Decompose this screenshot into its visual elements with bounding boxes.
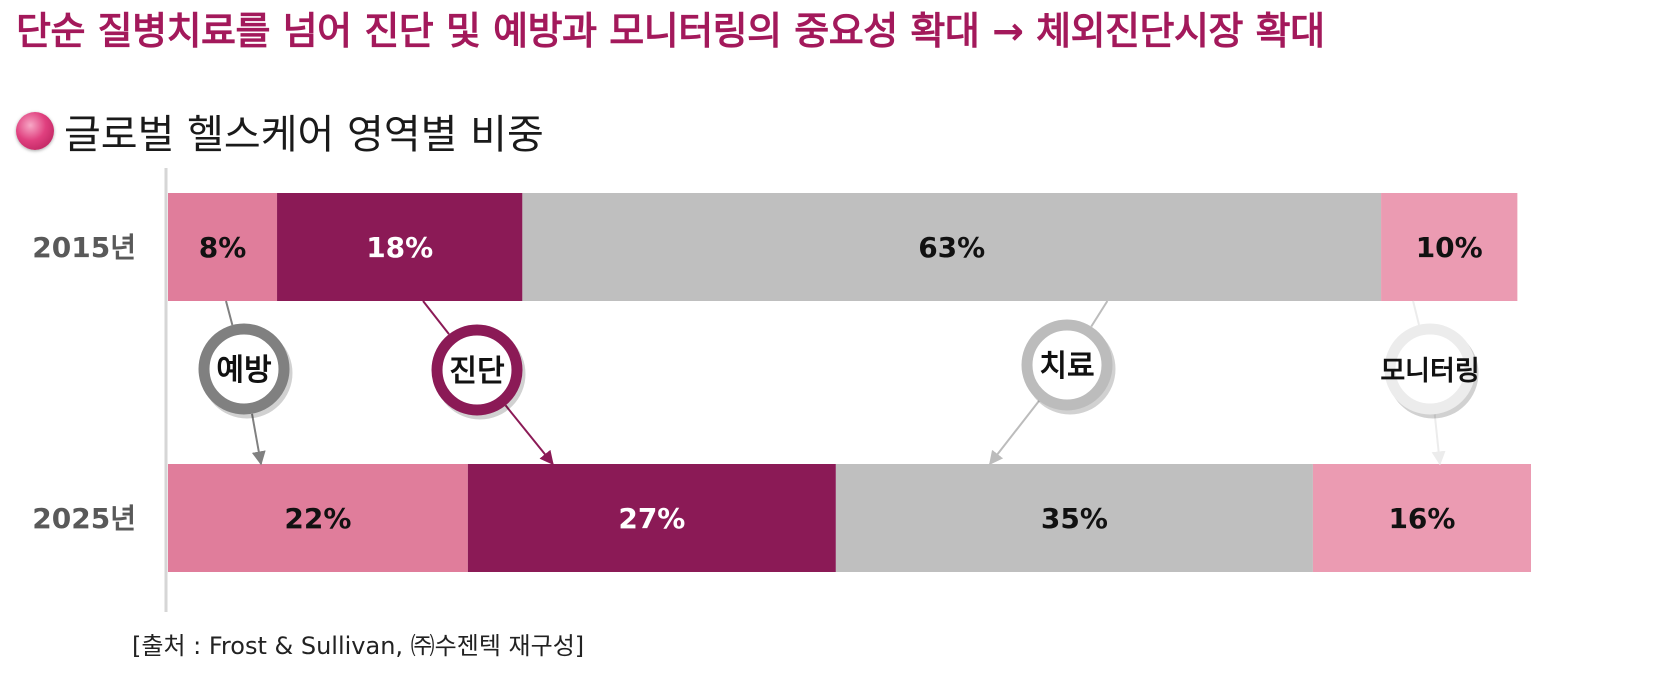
connector-line: [225, 300, 234, 326]
data-label: 63%: [918, 231, 985, 264]
bar-segment: [277, 193, 523, 301]
data-label: 8%: [199, 231, 247, 264]
bar-segment: [1381, 193, 1518, 301]
data-label: 22%: [284, 502, 351, 535]
category-label: 2025년: [32, 502, 136, 535]
bar-segment: [1312, 464, 1531, 572]
bubble: [198, 323, 290, 415]
headline: 단순 질병치료를 넘어 진단 및 예방과 모니터링의 중요성 확대 → 체외진단…: [16, 9, 1325, 53]
data-label: 35%: [1041, 502, 1108, 535]
connector-line: [1090, 300, 1109, 328]
connector-arrow: [1431, 414, 1446, 466]
chart-subtitle: 글로벌 헬스케어 영역별 비중: [64, 112, 544, 158]
bullet-icon: [16, 112, 54, 150]
bar-segment: [835, 464, 1313, 572]
bubble: [1021, 319, 1113, 411]
source-note: [출처 : Frost & Sullivan, ㈜수젠텍 재구성]: [132, 632, 585, 660]
bubble: [431, 324, 523, 416]
bar-segment: [168, 193, 278, 301]
data-label: 16%: [1388, 502, 1455, 535]
subtitle-row: 글로벌 헬스케어 영역별 비중: [16, 106, 544, 158]
data-label: 10%: [1416, 231, 1483, 264]
connector-arrow: [251, 413, 266, 466]
bubble-label: 진단: [449, 354, 505, 389]
data-label: 18%: [366, 231, 433, 264]
bar-segment: [522, 193, 1382, 301]
connector-arrow: [504, 404, 554, 466]
connector-arrow: [989, 400, 1040, 466]
data-label: 27%: [618, 502, 685, 535]
category-label: 2015년: [32, 231, 136, 264]
bar-segment: [168, 464, 468, 572]
bubble-label: 치료: [1039, 349, 1094, 384]
bubble-label: 모니터링: [1380, 356, 1479, 387]
bubble: [1384, 323, 1476, 415]
connector-line: [1412, 300, 1420, 326]
bubble-label: 예방: [216, 353, 272, 388]
connector-line: [422, 300, 450, 335]
bar-segment: [467, 464, 836, 572]
